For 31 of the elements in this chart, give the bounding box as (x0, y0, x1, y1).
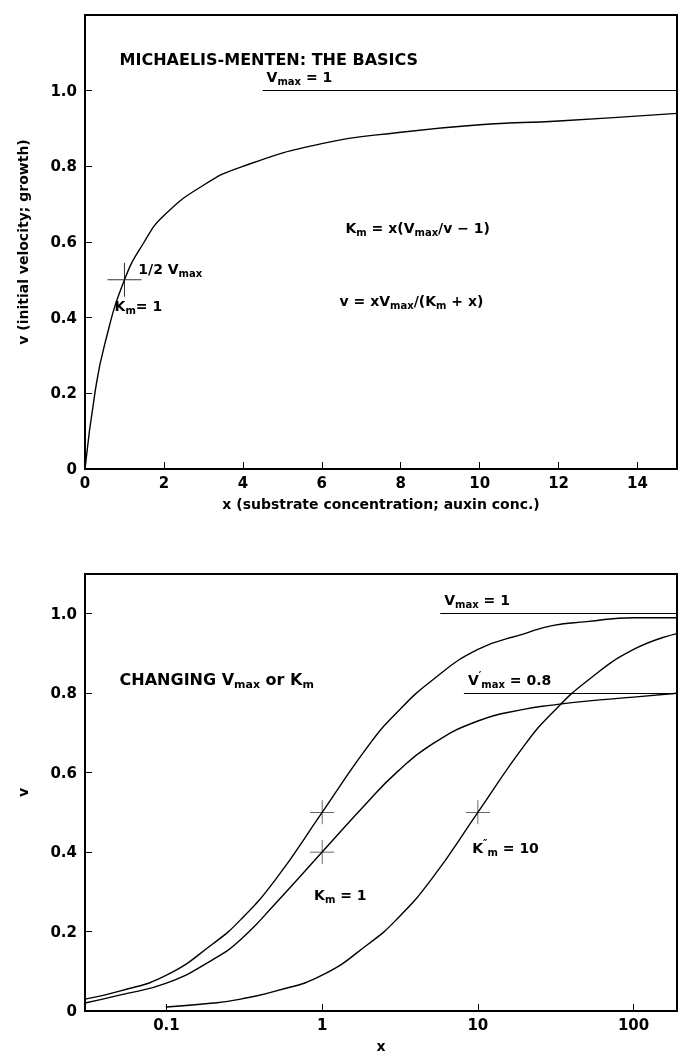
x-tick-label: 100 (617, 1015, 650, 1034)
y-tick-label: 0.2 (50, 922, 77, 941)
x-tick-label: 1 (316, 1015, 328, 1034)
y-tick-label: 0.8 (50, 684, 77, 703)
y-tick-label: 1.0 (50, 604, 77, 623)
y-axis-title: v (initial velocity; growth) (15, 139, 31, 345)
x-tick-label: 4 (237, 473, 249, 492)
ref-line-label: V′max = 0.8 (467, 669, 552, 690)
y-tick-label: 0.2 (50, 384, 77, 403)
y-axis-title: v (15, 787, 31, 798)
y-tick-label: 0 (66, 1002, 77, 1020)
y-tick-label: 0.4 (50, 843, 77, 862)
x-axis-title: x (substrate concentration; auxin conc.) (222, 496, 540, 512)
y-tick-label: 0.6 (50, 233, 77, 251)
x-tick-label: 14 (627, 473, 648, 492)
x-tick-label: 8 (395, 473, 406, 492)
x-tick-label: 0 (79, 473, 91, 492)
y-tick-label: 0 (66, 460, 77, 478)
y-tick-label: 0.6 (50, 763, 77, 782)
x-tick-label: 10 (467, 1015, 489, 1034)
y-tick-label: 0.4 (50, 308, 77, 327)
x-tick-label: 12 (548, 473, 570, 492)
x-tick-label: 10 (469, 473, 491, 492)
x-tick-label: 6 (316, 473, 328, 492)
y-tick-label: 0.8 (50, 157, 77, 176)
x-tick-label: 2 (158, 473, 170, 492)
x-tick-label: 0.1 (153, 1015, 180, 1034)
text: MICHAELIS-MENTEN: THE BASICS (119, 50, 419, 70)
x-axis-title: x (376, 1038, 386, 1054)
y-tick-label: 1.0 (50, 81, 77, 100)
annotation: K″m = 10 (472, 837, 540, 858)
